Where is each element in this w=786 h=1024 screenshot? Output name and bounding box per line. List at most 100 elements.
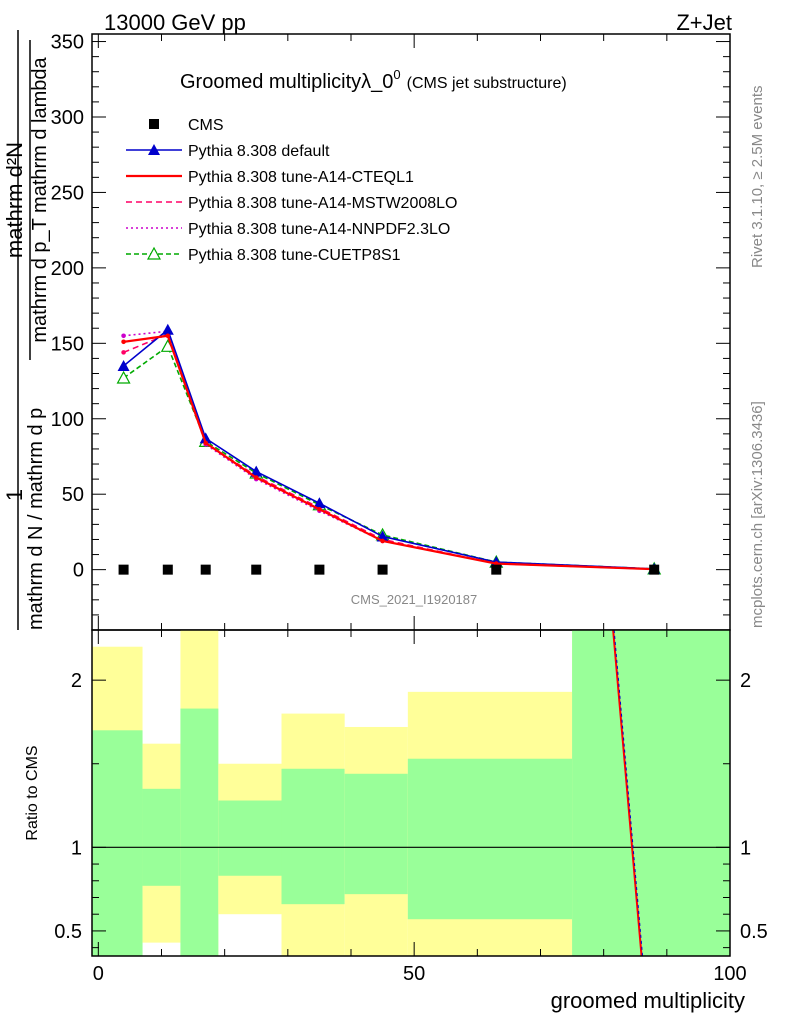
ratio-ytick-label: 0.5 xyxy=(54,921,82,943)
ratio-band-inner xyxy=(92,730,143,956)
main-ytick-label: 0 xyxy=(73,560,84,582)
data-point-default xyxy=(313,497,326,509)
xaxis-label: groomed multiplicity xyxy=(551,988,745,1013)
series-line-cuetp8s1 xyxy=(123,345,655,570)
main-ytick-label: 100 xyxy=(51,409,84,431)
ratio-xaxis: 0 50 100 xyxy=(93,630,747,985)
main-ytick-label: 150 xyxy=(51,333,84,355)
ratio-band-inner xyxy=(180,708,219,956)
series-line-default xyxy=(123,328,655,570)
rivet-label: Rivet 3.1.10, ≥ 2.5M events xyxy=(749,86,766,269)
series-cms xyxy=(118,564,660,575)
data-point-cteql1 xyxy=(253,475,259,480)
data-point-default xyxy=(117,359,130,371)
data-point-cms xyxy=(251,564,262,575)
data-point-cms xyxy=(314,564,325,575)
legend-entry-cteql1: Pythia 8.308 tune-A14-CTEQL1 xyxy=(126,169,414,186)
chart-title-extra: (CMS jet substructure) xyxy=(407,75,567,92)
main-ytick-label: 250 xyxy=(51,182,84,204)
data-point-default xyxy=(161,323,174,335)
data-point-cteql1 xyxy=(317,506,322,512)
data-point-cms xyxy=(162,564,173,575)
series-nnpdf xyxy=(121,328,657,572)
series-mstw xyxy=(121,331,657,572)
legend-entry-mstw: Pythia 8.308 tune-A14-MSTW2008LO xyxy=(126,195,457,212)
data-point-cms xyxy=(377,564,388,575)
data-point-cteql1 xyxy=(203,440,209,446)
ratio-frame xyxy=(91,629,731,957)
header-channel: Z+Jet xyxy=(676,10,732,35)
legend-label-cuetp8s1: Pythia 8.308 tune-CUETP8S1 xyxy=(188,247,401,264)
legend-label-cms: CMS xyxy=(188,117,224,134)
legend-label-nnpdf: Pythia 8.308 tune-A14-NNPDF2.3LO xyxy=(188,221,450,238)
series-line-nnpdf xyxy=(123,330,655,570)
legend-marker-default xyxy=(148,144,160,155)
legend-entry-cuetp8s1: Pythia 8.308 tune-CUETP8S1 xyxy=(126,246,401,264)
main-data-layer xyxy=(116,323,662,575)
main-ytick-label: 300 xyxy=(51,107,84,129)
main-ytick-label: 200 xyxy=(51,258,84,280)
ratio-ytick-label-right: 0.5 xyxy=(740,921,768,943)
main-yaxis: 0 50 100 150 200 250 300 350 xyxy=(51,32,730,631)
legend-entry-cms: CMS xyxy=(149,117,224,134)
ratio-line-cteql1 xyxy=(612,629,643,957)
data-point-cms xyxy=(200,564,211,575)
main-ylabel-outer-den: mathrm d N / mathrm d p xyxy=(25,408,47,630)
main-ylabel: 1 mathrm d²N mathrm d p_T mathrm d lambd… xyxy=(2,30,51,630)
data-point-cms xyxy=(491,564,502,575)
legend-entry-nnpdf: Pythia 8.308 tune-A14-NNPDF2.3LO xyxy=(126,221,450,238)
series-cuetp8s1 xyxy=(116,339,662,575)
ratio-band-inner xyxy=(142,788,181,886)
chart-title-sup: 0 xyxy=(393,67,400,82)
legend-marker-cuetp8s1 xyxy=(146,246,162,260)
data-point-default xyxy=(199,432,212,444)
ratio-panel: 0.5 0.5 1 1 2 2 0 50 100 Ratio to CMS groomed m… xyxy=(24,629,768,1013)
data-point-cms xyxy=(649,564,660,575)
ratio-band-inner xyxy=(218,800,282,876)
ratio-data-layer xyxy=(92,629,730,957)
data-point-mstw xyxy=(121,350,126,355)
ratio-band-inner xyxy=(407,758,573,920)
ratio-band-inner xyxy=(281,768,345,905)
ratio-xtick-label: 0 xyxy=(93,963,104,985)
data-point-default xyxy=(250,465,263,477)
ratio-ytick-label-right: 2 xyxy=(740,670,751,692)
legend: CMS Pythia 8.308 default Pythia 8.308 tune… xyxy=(126,117,457,264)
data-point-nnpdf xyxy=(121,333,126,339)
chart-title-main: Groomed multiplicityλ_0 xyxy=(180,71,393,93)
ratio-xtick-label: 50 xyxy=(403,963,425,985)
data-point-cteql1 xyxy=(165,333,171,339)
data-point-cteql1 xyxy=(121,339,126,345)
ratio-ytick-label-right: 1 xyxy=(740,837,751,859)
mcplots-label: mcplots.cern.ch [arXiv:1306.3436] xyxy=(749,401,766,628)
chart-title: Groomed multiplicityλ_00 (CMS jet substru… xyxy=(180,67,567,93)
main-xaxis-ticks xyxy=(97,34,731,630)
main-ylabel-num: mathrm d²N xyxy=(2,142,27,258)
main-ytick-label: 350 xyxy=(51,32,84,54)
legend-entry-default: Pythia 8.308 default xyxy=(126,143,330,160)
main-ytick-label: 50 xyxy=(62,484,84,506)
main-ylabel-one: 1 xyxy=(2,489,27,501)
main-panel: 0 50 100 150 200 250 300 350 Groomed multiplici… xyxy=(51,32,731,631)
ratio-ytick-label: 1 xyxy=(71,837,82,859)
ratio-ylabel: Ratio to CMS xyxy=(24,745,41,840)
header-process: 13000 GeV pp xyxy=(104,10,246,35)
ratio-yaxis: 0.5 0.5 1 1 2 2 xyxy=(54,670,768,949)
main-ylabel-den: mathrm d p_T mathrm d lambda xyxy=(29,56,51,342)
ratio-bands xyxy=(92,630,730,956)
legend-label-cteql1: Pythia 8.308 tune-A14-CTEQL1 xyxy=(188,169,414,186)
ratio-ytick-label: 2 xyxy=(71,670,82,692)
legend-label-mstw: Pythia 8.308 tune-A14-MSTW2008LO xyxy=(188,195,457,212)
series-line-mstw xyxy=(123,333,655,570)
data-point-cms xyxy=(118,564,129,575)
ratio-band-inner xyxy=(344,773,408,895)
legend-marker-cms xyxy=(149,119,159,129)
ratio-xtick-label: 100 xyxy=(713,963,746,985)
data-point-cuetp8s1 xyxy=(116,370,131,384)
ratio-band-inner xyxy=(572,630,730,956)
legend-label-default: Pythia 8.308 default xyxy=(188,143,330,160)
series-line-cteql1 xyxy=(123,334,655,571)
data-point-cteql1 xyxy=(380,538,385,544)
ratio-line-default xyxy=(613,629,644,957)
